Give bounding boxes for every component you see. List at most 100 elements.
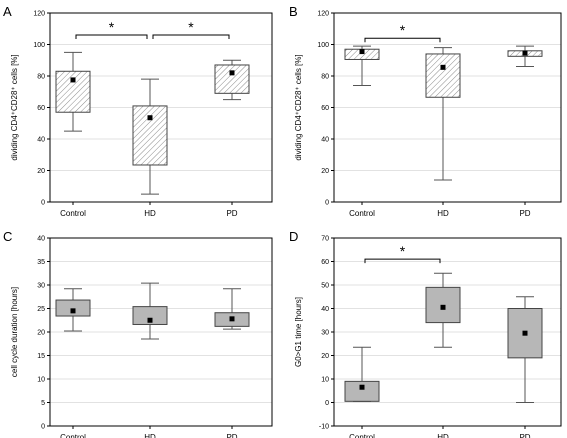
- y-tick-label: 10: [321, 377, 329, 384]
- box-hd: [132, 282, 168, 340]
- mean-marker: [147, 317, 153, 323]
- y-tick-label: 80: [321, 74, 329, 81]
- y-tick-label: 20: [37, 168, 45, 175]
- significance-bracket: *: [364, 22, 441, 43]
- box-control: [344, 45, 380, 86]
- mean-marker: [229, 316, 235, 322]
- panel-b: 0 20 40 60 80 100 120 Control HD PD dividing CD4⁺C…: [289, 4, 562, 218]
- mean-marker: [229, 70, 235, 76]
- box-control: [344, 346, 380, 402]
- box-pd: [507, 296, 543, 403]
- box-iqr: [425, 53, 461, 98]
- box-iqr: [425, 286, 461, 324]
- y-tick-label: 30: [321, 330, 329, 337]
- y-tick-label: 20: [37, 330, 45, 337]
- y-tick-label: 0: [41, 424, 45, 431]
- mean-marker: [70, 308, 76, 314]
- y-tick-label: 0: [325, 200, 329, 207]
- panel-d: -10 0 10 20 30 40 50 60 70 Control HD PD G0>G1 time …: [289, 229, 562, 438]
- y-tick-label: 100: [33, 42, 45, 49]
- y-axis-label: dividing CD4⁺CD28⁺ cells [%]: [10, 54, 19, 160]
- significance-bracket: *: [152, 19, 230, 40]
- x-tick-label-hd: HD: [437, 433, 449, 438]
- significance-star: *: [400, 243, 406, 259]
- box-iqr: [55, 70, 91, 113]
- bracket-line: [364, 37, 441, 43]
- box-iqr: [214, 64, 250, 94]
- box-pd: [214, 59, 250, 101]
- y-tick-label: 40: [37, 236, 45, 243]
- panel-label: B: [289, 4, 298, 19]
- y-tick-label: 15: [37, 353, 45, 360]
- significance-star: *: [400, 22, 406, 38]
- y-tick-label: 60: [321, 259, 329, 266]
- panel-label: C: [3, 229, 12, 244]
- mean-marker: [359, 49, 365, 55]
- x-tick-label-control: Control: [60, 209, 86, 218]
- box-control: [55, 51, 91, 132]
- y-tick-label: 60: [321, 105, 329, 112]
- bracket-line: [75, 34, 148, 40]
- mean-marker: [147, 115, 153, 121]
- y-tick-label: 60: [37, 105, 45, 112]
- y-tick-label: 35: [37, 259, 45, 266]
- panel-label: D: [289, 229, 298, 244]
- y-tick-label: 40: [321, 306, 329, 313]
- mean-marker: [440, 64, 446, 70]
- y-tick-label: 20: [321, 353, 329, 360]
- y-tick-label: -10: [319, 424, 329, 431]
- y-tick-label: 30: [37, 283, 45, 290]
- y-axis-label: dividing CD4⁺CD28⁺ cells [%]: [294, 54, 303, 160]
- y-tick-label: 120: [317, 11, 329, 18]
- box-hd: [425, 272, 461, 348]
- x-tick-label-control: Control: [349, 433, 375, 438]
- x-tick-label-pd: PD: [519, 209, 530, 218]
- x-tick-label-pd: PD: [226, 209, 237, 218]
- y-tick-label: 25: [37, 306, 45, 313]
- panel-c: 0 5 10 15 20 25 30 35 40 Control HD PD cell cycle du…: [3, 229, 273, 438]
- box-iqr: [344, 380, 380, 402]
- x-tick-label-control: Control: [60, 433, 86, 438]
- y-tick-label: 0: [41, 200, 45, 207]
- x-tick-label-pd: PD: [226, 433, 237, 438]
- y-tick-label: 100: [317, 42, 329, 49]
- y-tick-label: 40: [321, 137, 329, 144]
- y-tick-label: 50: [321, 283, 329, 290]
- significance-star: *: [188, 19, 194, 35]
- box-hd: [425, 47, 461, 181]
- x-tick-label-hd: HD: [144, 209, 156, 218]
- mean-marker: [359, 384, 365, 390]
- y-tick-label: 0: [325, 400, 329, 407]
- box-iqr: [132, 105, 168, 166]
- y-tick-label: 80: [37, 74, 45, 81]
- mean-marker: [70, 77, 76, 83]
- y-tick-label: 40: [37, 137, 45, 144]
- y-tick-label: 20: [321, 168, 329, 175]
- y-tick-label: 120: [33, 11, 45, 18]
- panel-a: 0 20 40 60 80 100 120 Control HD PD dividing CD4⁺C…: [3, 4, 273, 218]
- x-tick-label-hd: HD: [437, 209, 449, 218]
- y-tick-label: 10: [37, 377, 45, 384]
- significance-bracket: *: [364, 243, 441, 264]
- box-iqr: [55, 299, 91, 317]
- mean-marker: [440, 304, 446, 310]
- x-tick-label-hd: HD: [144, 433, 156, 438]
- y-axis-label: G0>G1 time [hours]: [294, 297, 303, 367]
- panel-label: A: [3, 4, 12, 19]
- bracket-line: [152, 34, 230, 40]
- bracket-line: [364, 258, 441, 264]
- significance-bracket: *: [75, 19, 148, 40]
- y-axis-label: cell cycle duration [hours]: [10, 287, 19, 377]
- significance-star: *: [109, 19, 115, 35]
- mean-marker: [522, 330, 528, 336]
- box-pd: [214, 288, 250, 330]
- mean-marker: [522, 50, 528, 56]
- box-pd: [507, 45, 543, 68]
- x-tick-label-control: Control: [349, 209, 375, 218]
- box-iqr: [132, 306, 168, 325]
- x-tick-label-pd: PD: [519, 433, 530, 438]
- box-control: [55, 288, 91, 332]
